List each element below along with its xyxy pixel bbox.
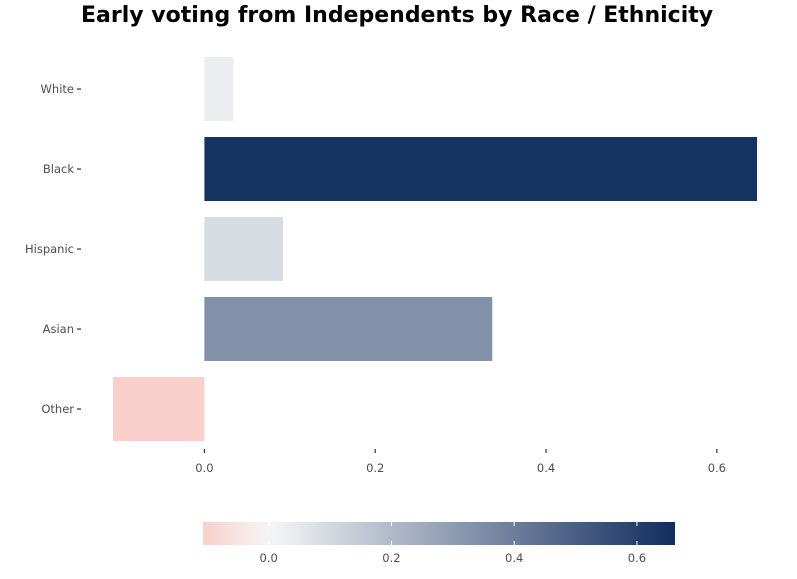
bar-white (204, 57, 234, 121)
bar-other (113, 377, 205, 441)
colorbar-tick-label: 0.2 (382, 551, 400, 565)
bars-layer (113, 57, 758, 441)
bar-hispanic (204, 217, 283, 281)
y-tick-label-other: Other (41, 402, 74, 416)
bar-black (204, 137, 758, 201)
y-tick-label-asian: Asian (43, 322, 74, 336)
colorbar-tick-label: 0.6 (628, 551, 646, 565)
y-axis: White Black Hispanic Asian Other (25, 82, 81, 416)
colorbar-gradient (203, 522, 675, 545)
chart-title: Early voting from Independents by Race /… (81, 3, 714, 28)
colorbar-legend: 0.0 0.2 0.4 0.6 (203, 522, 675, 565)
y-tick-label-white: White (41, 82, 74, 96)
x-axis: 0.0 0.2 0.4 0.6 (195, 449, 726, 475)
x-tick-label: 0.2 (366, 461, 384, 475)
colorbar-tick-label: 0.0 (260, 551, 278, 565)
colorbar-tick-label: 0.4 (505, 551, 523, 565)
x-tick-label: 0.0 (195, 461, 213, 475)
x-tick-label: 0.6 (708, 461, 726, 475)
y-tick-label-black: Black (43, 162, 74, 176)
bar-asian (204, 297, 493, 361)
y-tick-label-hispanic: Hispanic (25, 242, 74, 256)
x-tick-label: 0.4 (537, 461, 555, 475)
